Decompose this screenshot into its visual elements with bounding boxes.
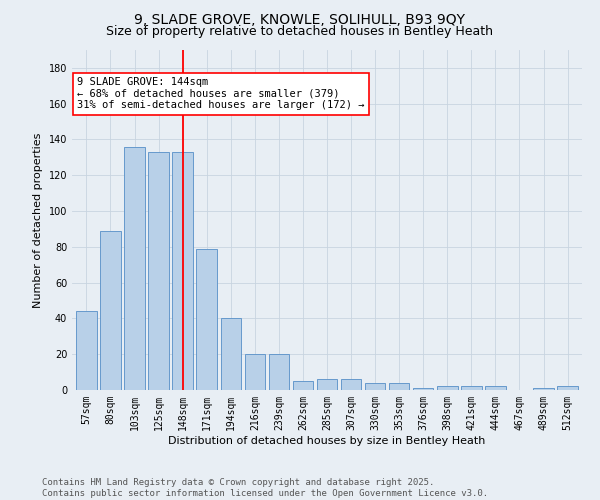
Text: Size of property relative to detached houses in Bentley Heath: Size of property relative to detached ho…: [107, 25, 493, 38]
Bar: [461, 386, 482, 390]
Bar: [557, 386, 578, 390]
Bar: [533, 388, 554, 390]
Text: 9 SLADE GROVE: 144sqm
← 68% of detached houses are smaller (379)
31% of semi-det: 9 SLADE GROVE: 144sqm ← 68% of detached …: [77, 77, 365, 110]
Text: 9, SLADE GROVE, KNOWLE, SOLIHULL, B93 9QY: 9, SLADE GROVE, KNOWLE, SOLIHULL, B93 9Q…: [134, 12, 466, 26]
Bar: [76, 312, 97, 390]
Bar: [100, 230, 121, 390]
Bar: [172, 152, 193, 390]
Bar: [317, 380, 337, 390]
Bar: [389, 383, 409, 390]
X-axis label: Distribution of detached houses by size in Bentley Heath: Distribution of detached houses by size …: [169, 436, 485, 446]
Bar: [221, 318, 241, 390]
Bar: [365, 383, 385, 390]
Bar: [437, 386, 458, 390]
Bar: [196, 248, 217, 390]
Bar: [124, 146, 145, 390]
Y-axis label: Number of detached properties: Number of detached properties: [33, 132, 43, 308]
Bar: [148, 152, 169, 390]
Bar: [485, 386, 506, 390]
Bar: [245, 354, 265, 390]
Text: Contains HM Land Registry data © Crown copyright and database right 2025.
Contai: Contains HM Land Registry data © Crown c…: [42, 478, 488, 498]
Bar: [269, 354, 289, 390]
Bar: [293, 381, 313, 390]
Bar: [413, 388, 433, 390]
Bar: [341, 380, 361, 390]
